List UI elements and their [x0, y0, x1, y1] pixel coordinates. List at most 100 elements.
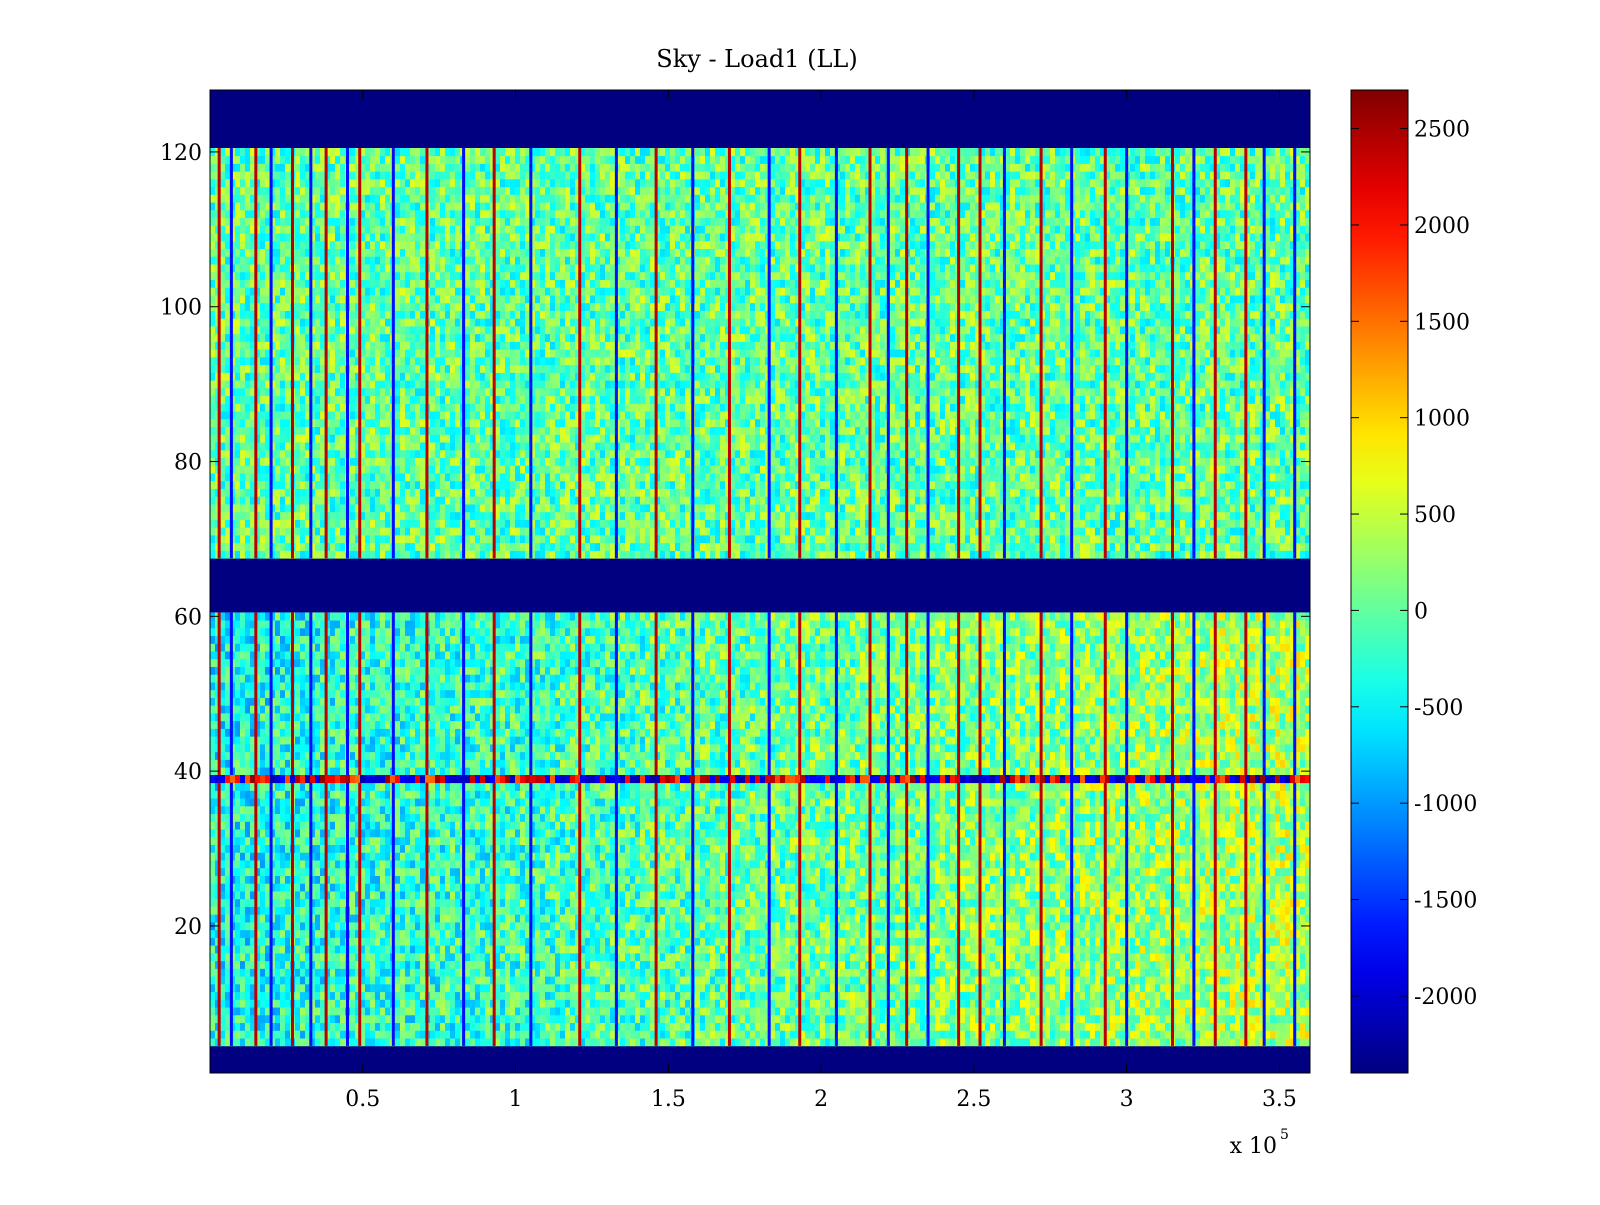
heatmap-cell [480, 1038, 485, 1046]
heatmap-cell [1195, 1015, 1200, 1023]
heatmap-cell [1030, 992, 1035, 1000]
heatmap-cell [625, 1038, 630, 1046]
heatmap-cell [710, 999, 715, 1007]
heatmap-cell [695, 969, 700, 977]
heatmap-cell [545, 984, 550, 992]
heatmap-cell [910, 1038, 915, 1046]
heatmap-cell [1185, 984, 1190, 992]
heatmap-cell [715, 992, 720, 1000]
heatmap-cell [850, 976, 855, 984]
heatmap-cell [1160, 999, 1165, 1007]
heatmap-cell [435, 969, 440, 977]
heatmap-cell [700, 999, 705, 1007]
heatmap-cell [660, 1038, 665, 1046]
heatmap-cell [240, 969, 245, 977]
heatmap-cell [685, 1030, 690, 1038]
heatmap-cell [705, 1030, 710, 1038]
heatmap-cell [705, 1015, 710, 1023]
heatmap-cell [560, 1007, 565, 1015]
heatmap-cell [950, 984, 955, 992]
heatmap-cell [350, 999, 355, 1007]
heatmap-cell [700, 1030, 705, 1038]
heatmap-cell [400, 999, 405, 1007]
heatmap-cell [780, 1015, 785, 1023]
heatmap-cell [505, 1030, 510, 1038]
heatmap-cell [590, 976, 595, 984]
heatmap-cell [755, 1038, 760, 1046]
heatmap-cell [535, 969, 540, 977]
heatmap-cell [380, 984, 385, 992]
heatmap-cell [350, 969, 355, 977]
heatmap-cell [515, 992, 520, 1000]
heatmap-cell [775, 984, 780, 992]
heatmap-cell [1285, 1007, 1290, 1015]
heatmap-cell [285, 976, 290, 984]
heatmap-cell [330, 1015, 335, 1023]
heatmap-cell [1180, 1038, 1185, 1046]
heatmap-cell [1010, 984, 1015, 992]
heatmap-cell [825, 1023, 830, 1031]
heatmap-cell [220, 999, 225, 1007]
heatmap-cell [760, 992, 765, 1000]
heatmap-cell [385, 969, 390, 977]
heatmap-cell [940, 984, 945, 992]
heatmap-cell [485, 1023, 490, 1031]
heatmap-cell [1275, 1007, 1280, 1015]
heatmap-chart: Sky - Load1 (LL) 0.5 1 1.5 2 2.5 3 3.5 2040608… [0, 0, 1600, 1200]
heatmap-cell [920, 984, 925, 992]
heatmap-cell [985, 1038, 990, 1046]
heatmap-cell [465, 992, 470, 1000]
heatmap-cell [260, 1023, 265, 1031]
heatmap-cell [240, 992, 245, 1000]
heatmap-cell [1230, 992, 1235, 1000]
heatmap-cell [540, 976, 545, 984]
heatmap-cell [1130, 992, 1135, 1000]
heatmap-cell [840, 1038, 845, 1046]
heatmap-cell [585, 1030, 590, 1038]
heatmap-cell [320, 1023, 325, 1031]
heatmap-cell [590, 969, 595, 977]
heatmap-cell [1065, 984, 1070, 992]
heatmap-cell [1250, 976, 1255, 984]
heatmap-cell [970, 992, 975, 1000]
heatmap-cell [1225, 992, 1230, 1000]
heatmap-cell [900, 1007, 905, 1015]
heatmap-cell [435, 1038, 440, 1046]
heatmap-cell [1155, 992, 1160, 1000]
heatmap-cell [880, 976, 885, 984]
heatmap-cell [760, 1007, 765, 1015]
heatmap-cell [465, 1038, 470, 1046]
heatmap-cell [1045, 1007, 1050, 1015]
heatmap-cell [860, 992, 865, 1000]
heatmap-cell [705, 976, 710, 984]
heatmap-cell [685, 1023, 690, 1031]
heatmap-cell [830, 999, 835, 1007]
heatmap-cell [535, 984, 540, 992]
heatmap-cell [375, 992, 380, 1000]
heatmap-cell [670, 976, 675, 984]
heatmap-cell [565, 1015, 570, 1023]
heatmap-cell [1065, 1015, 1070, 1023]
heatmap-cell [330, 1038, 335, 1046]
heatmap-cell [770, 992, 775, 1000]
heatmap-cell [605, 976, 610, 984]
heatmap-cell [640, 984, 645, 992]
heatmap-cell [1030, 999, 1035, 1007]
heatmap-cell [1095, 1007, 1100, 1015]
heatmap-cell [620, 1038, 625, 1046]
heatmap-cell [1055, 992, 1060, 1000]
heatmap-cell [235, 1030, 240, 1038]
heatmap-cell [280, 1015, 285, 1023]
heatmap-cell [365, 969, 370, 977]
heatmap-cell [335, 999, 340, 1007]
heatmap-cell [585, 1007, 590, 1015]
heatmap-cell [550, 992, 555, 1000]
heatmap-cell [990, 1030, 995, 1038]
heatmap-cell [735, 1038, 740, 1046]
heatmap-cell [855, 992, 860, 1000]
heatmap-cell [635, 992, 640, 1000]
heatmap-cell [1055, 1015, 1060, 1023]
heatmap-cell [280, 1030, 285, 1038]
heatmap-cell [635, 1038, 640, 1046]
heatmap-cell [370, 1023, 375, 1031]
